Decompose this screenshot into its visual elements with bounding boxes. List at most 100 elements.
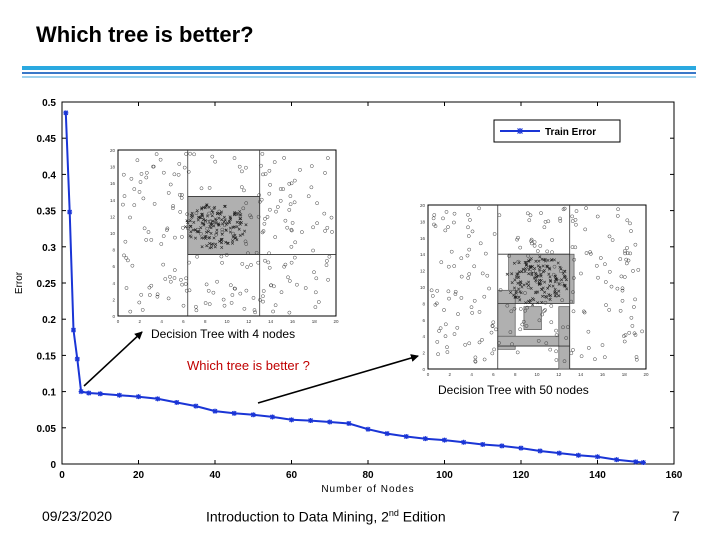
data-point-marker <box>193 403 199 409</box>
inset-x-tick-label: 14 <box>268 319 274 324</box>
inset-region <box>497 335 564 347</box>
arrow-to-large-tree <box>257 354 419 404</box>
inset-x-tick-label: 18 <box>312 319 318 324</box>
legend-box <box>493 119 621 143</box>
x-tick-label: 100 <box>436 470 453 481</box>
data-point-marker <box>86 390 92 396</box>
inset-y-tick-label: 2 <box>112 297 115 302</box>
data-point-marker <box>136 394 141 400</box>
inset-large-tree: 0 2 4 6 8 10 12 14 16 18 20 0 2 4 6 8 10 12 14 16 18 20 <box>406 197 654 385</box>
footer-date: 09/23/2020 <box>42 508 113 524</box>
inset-x-tick-label: 10 <box>224 319 230 324</box>
data-point-marker <box>384 431 390 437</box>
inset-region <box>523 306 542 330</box>
inset-y-tick-label: 18 <box>420 219 426 224</box>
data-point-marker <box>442 437 447 443</box>
data-point-marker <box>461 439 467 445</box>
data-point-marker <box>308 418 314 424</box>
inset-x-tick-label: 16 <box>600 372 606 377</box>
x-tick-label: 60 <box>286 470 298 481</box>
data-point-marker <box>422 436 428 442</box>
inset-x-tick-label: 12 <box>246 319 252 324</box>
data-point-marker <box>480 441 486 447</box>
legend: Train Error <box>493 119 621 143</box>
inset-x-tick-label: 12 <box>556 372 562 377</box>
inset-x-tick-label: 6 <box>492 372 495 377</box>
data-point-marker <box>499 443 505 449</box>
inset-small-tree: 0 2 4 6 8 10 12 14 16 18 20 0 2 4 6 8 10 12 14 16 18 20 <box>96 142 344 332</box>
slide-title: Which tree is better? <box>36 22 254 47</box>
inset-x-tick-label: 4 <box>160 319 163 324</box>
inset-x-tick-label: 10 <box>534 372 540 377</box>
inset-y-tick-label: 10 <box>110 231 116 236</box>
x-tick-label: 160 <box>666 470 683 481</box>
data-point-marker <box>327 419 333 425</box>
data-point-marker <box>640 460 646 466</box>
data-point-marker <box>97 391 103 397</box>
data-point-marker <box>614 457 620 463</box>
y-axis-label: Error <box>14 271 25 294</box>
page-number: 7 <box>672 508 680 524</box>
inset-y-tick-label: 6 <box>422 318 425 323</box>
inset-x-tick-label: 20 <box>333 319 339 324</box>
data-point-marker <box>518 445 524 451</box>
arrow-to-small-tree <box>83 331 143 387</box>
y-tick-label: 0.5 <box>42 98 56 109</box>
inset-x-tick-label: 18 <box>622 372 628 377</box>
inset-y-tick-label: 6 <box>112 264 115 269</box>
annotation-small-tree: Decision Tree with 4 nodes <box>151 327 295 341</box>
data-point-marker <box>595 454 600 460</box>
y-tick-label: 0.25 <box>37 279 57 290</box>
footer-course-suffix: Edition <box>398 508 446 525</box>
inset-x-tick-label: 4 <box>470 372 473 377</box>
inset-y-tick-label: 8 <box>112 248 115 253</box>
inset-y-tick-label: 20 <box>110 148 116 153</box>
data-point-marker <box>212 408 218 414</box>
x-tick-label: 20 <box>133 470 145 481</box>
data-point-marker <box>78 389 84 395</box>
inset-y-tick-label: 20 <box>420 203 426 208</box>
data-point-marker <box>250 412 256 418</box>
accent-bar <box>22 66 696 70</box>
inset-y-tick-label: 14 <box>110 198 116 203</box>
inset-x-tick-label: 6 <box>182 319 185 324</box>
inset-y-tick-label: 4 <box>112 281 115 286</box>
inset-x-tick-label: 2 <box>139 319 142 324</box>
y-tick-label: 0.05 <box>37 424 57 435</box>
inset-x-tick-label: 14 <box>578 372 584 377</box>
inset-x-tick-label: 16 <box>290 319 296 324</box>
y-tick-label: 0 <box>50 460 56 471</box>
inset-class-x-points <box>505 255 569 307</box>
inset-x-tick-label: 2 <box>449 372 452 377</box>
data-point-marker <box>289 417 294 423</box>
inset-y-tick-label: 14 <box>420 252 426 257</box>
inset-class-o-points <box>429 206 644 364</box>
inset-y-tick-label: 0 <box>112 314 115 319</box>
y-tick-label: 0.3 <box>42 243 56 254</box>
inset-y-tick-label: 16 <box>420 236 426 241</box>
data-point-marker <box>67 209 73 215</box>
legend-marker <box>517 128 523 134</box>
y-tick-label: 0.2 <box>42 315 56 326</box>
inset-y-tick-label: 12 <box>420 269 426 274</box>
footer-course-sup: nd <box>388 508 399 518</box>
x-tick-label: 140 <box>589 470 606 481</box>
footer-course: Introduction to Data Mining, 2nd Edition <box>206 508 446 525</box>
annotation-question: Which tree is better ? <box>187 358 310 373</box>
data-point-marker <box>537 448 543 454</box>
data-point-marker <box>575 452 581 458</box>
data-point-marker <box>633 459 639 465</box>
x-tick-label: 40 <box>209 470 221 481</box>
y-tick-label: 0.45 <box>37 134 57 145</box>
inset-x-tick-label: 20 <box>643 372 649 377</box>
data-point-marker <box>403 433 409 439</box>
x-tick-label: 120 <box>513 470 530 481</box>
inset-x-tick-label: 8 <box>514 372 517 377</box>
legend-label: Train Error <box>545 127 596 138</box>
accent-bar <box>22 76 696 78</box>
inset-x-tick-label: 8 <box>204 319 207 324</box>
data-point-marker <box>346 420 352 426</box>
y-tick-label: 0.15 <box>37 351 57 362</box>
footer-course-text: Introduction to Data Mining, 2 <box>206 508 389 525</box>
